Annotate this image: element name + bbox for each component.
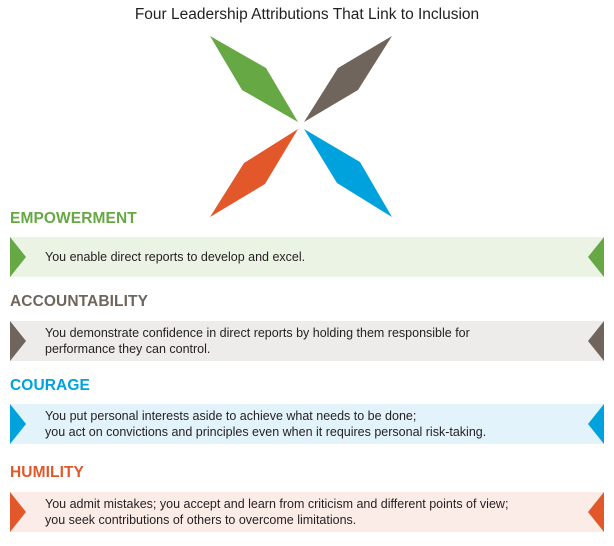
description-band: You admit mistakes; you accept and learn… [10,492,604,532]
description-band: You enable direct reports to develop and… [10,237,604,277]
description-text: You enable direct reports to develop and… [45,249,575,265]
right-chevron-icon [588,492,604,532]
description-line: You enable direct reports to develop and… [45,250,306,264]
section-heading: HUMILITY [10,464,84,481]
band-fill [10,404,604,444]
left-chevron-icon [10,492,26,532]
four-diamond-x-icon [210,36,392,217]
description-text: You admit mistakes; you accept and learn… [45,496,575,528]
brown-diamond [304,36,392,122]
description-line: performance they can control. [45,342,211,356]
orange-diamond [210,129,298,217]
band-fill [10,321,604,361]
band-fill [10,237,604,277]
green-diamond [210,36,298,122]
description-line: you seek contributions of others to over… [45,513,357,527]
description-text: You put personal interests aside to achi… [45,408,575,440]
description-line: you act on convictions and principles ev… [45,425,487,439]
description-line: You put personal interests aside to achi… [45,409,417,423]
section-heading: EMPOWERMENT [10,210,137,227]
band-fill [10,492,604,532]
description-text: You demonstrate confidence in direct rep… [45,325,575,357]
description-band: You demonstrate confidence in direct rep… [10,321,604,361]
right-chevron-icon [588,404,604,444]
description-band: You put personal interests aside to achi… [10,404,604,444]
right-chevron-icon [588,321,604,361]
blue-diamond [304,129,392,217]
right-chevron-icon [588,237,604,277]
description-line: You demonstrate confidence in direct rep… [45,326,470,340]
description-line: You admit mistakes; you accept and learn… [45,497,509,511]
section-heading: COURAGE [10,377,90,394]
diagram-title: Four Leadership Attributions That Link t… [134,6,480,23]
section-heading: ACCOUNTABILITY [10,293,149,310]
left-chevron-icon [10,404,26,444]
left-chevron-icon [10,321,26,361]
left-chevron-icon [10,237,26,277]
